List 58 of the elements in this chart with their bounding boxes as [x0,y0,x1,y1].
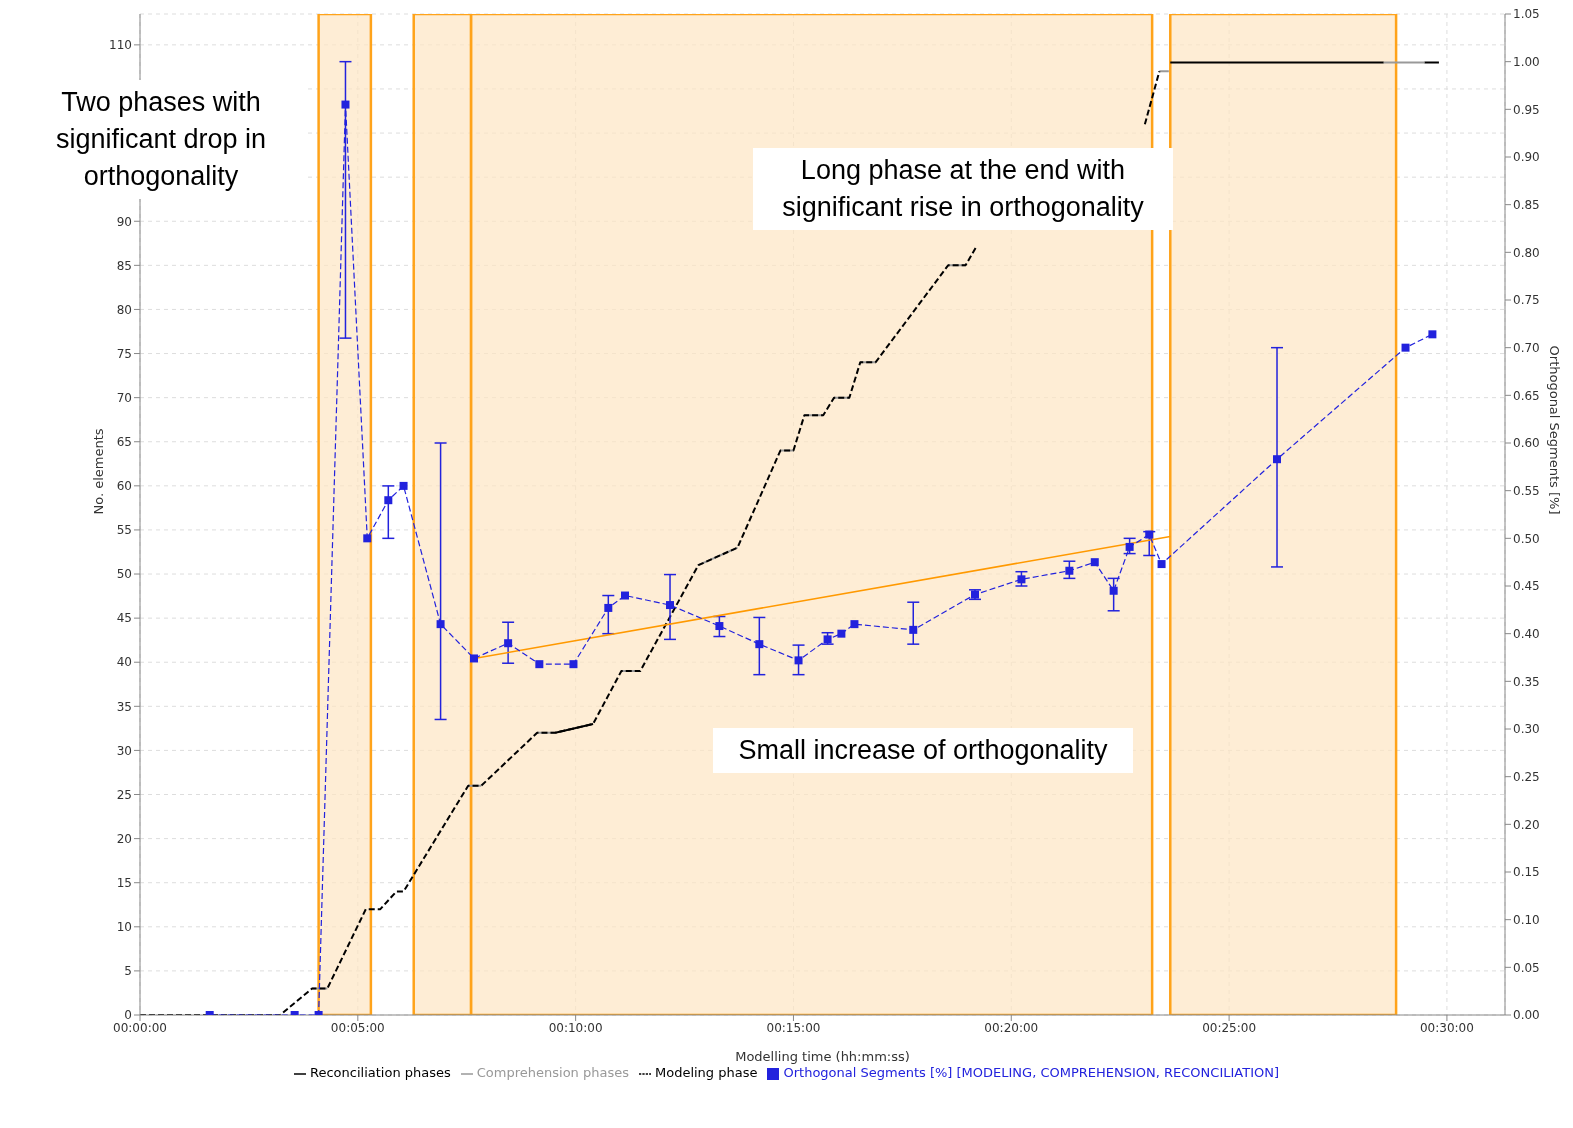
y2-tick-label: 0.00 [1513,1008,1540,1023]
annotation-text: Small increase of orthogonality [713,728,1133,773]
y-tick-label: 80 [116,302,132,317]
legend-label: Modeling phase [654,1065,758,1080]
y2-tick-label: 0.95 [1513,102,1540,117]
y-tick-label: 60 [116,479,132,494]
y-tick-label: 35 [116,699,132,714]
x-tick-label: 00:30:00 [1419,1020,1474,1035]
y2-tick-label: 0.45 [1513,579,1540,594]
y2-tick-label: 0.75 [1513,293,1540,308]
legend-label: Orthogonal Segments [%] [MODELING, COMPREHENSION, RECONCILIATION] [783,1065,1279,1080]
y2-tick-label: 0.15 [1513,865,1540,880]
y-tick-label: 65 [116,435,132,449]
y2-tick-label: 0.65 [1513,388,1540,403]
y2-tick-label: 0.20 [1513,817,1540,832]
y2-tick-label: 0.70 [1513,340,1540,355]
y-tick-label: 75 [116,346,132,361]
y-tick-label: 55 [116,523,132,538]
x-tick-label: 00:15:00 [766,1020,821,1035]
y2-tick-label: 0.35 [1513,674,1540,689]
x-axis-title: Modelling time (hh:mm:ss) [735,1049,910,1064]
x-tick-label: 00:00:00 [113,1020,167,1035]
y2-tick-label: 0.10 [1513,912,1540,927]
x-tick-label: 00:10:00 [548,1020,603,1035]
y2-tick-label: 0.50 [1513,531,1540,546]
y2-tick-label: 0.05 [1513,960,1540,975]
y-tick-label: 40 [116,655,132,670]
y2-axis-title: Orthogonal Segments [%] [1547,345,1563,515]
y-tick-label: 15 [116,875,132,890]
y-tick-label: 45 [116,611,132,626]
y2-tick-label: 0.55 [1513,483,1540,498]
y-tick-label: 30 [116,743,132,758]
y-tick-label: 20 [116,831,132,846]
y-tick-label: 90 [116,214,132,229]
x-tick-label: 00:20:00 [984,1020,1039,1035]
y2-tick-label: 0.80 [1513,245,1540,260]
y-tick-label: 25 [116,787,132,802]
y-tick-label: 0 [124,1008,132,1023]
x-tick-label: 00:25:00 [1202,1020,1257,1035]
y2-tick-label: 1.05 [1513,7,1540,22]
y2-tick-label: 0.90 [1513,150,1540,165]
annotation-text: Long phase at the end with significant rise in orthogonality [753,148,1173,230]
y2-tick-label: 1.00 [1513,54,1540,69]
y-axis-title: No. elements [90,428,106,515]
y2-tick-label: 0.85 [1513,197,1540,212]
y-tick-label: 110 [109,38,132,53]
y-tick-label: 70 [116,390,132,405]
legend-label: Comprehension phases [476,1065,629,1080]
y-tick-label: 50 [116,567,132,582]
y2-tick-label: 0.30 [1513,722,1540,737]
y2-tick-label: 0.40 [1513,626,1540,641]
y2-tick-label: 0.25 [1513,769,1540,784]
y-tick-label: 85 [116,258,132,273]
y2-tick-label: 0.60 [1513,436,1540,451]
y-tick-label: 10 [116,920,132,935]
y-tick-label: 5 [124,964,132,979]
x-tick-label: 00:05:00 [330,1020,385,1035]
legend-label: Reconciliation phases [309,1065,451,1080]
